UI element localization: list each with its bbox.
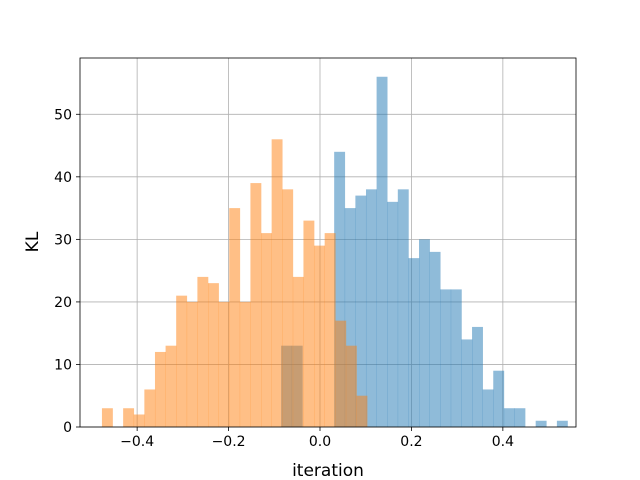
histogram-bar-series-2 [208,283,219,427]
histogram-bar-series-2 [123,408,135,427]
histogram-bar-series-2 [356,395,368,427]
histogram-bar-series-1 [493,370,505,427]
histogram-bar-series-2 [324,233,336,427]
histogram-bar-series-2 [144,389,156,427]
y-tick-label: 30 [54,232,72,248]
y-tick-label: 10 [54,357,72,373]
histogram-bar-series-1 [482,389,494,427]
histogram-bar-series-2 [282,189,294,427]
histogram-bar-series-2 [218,301,230,427]
histogram-bar-series-1 [344,208,356,427]
histogram-bar-series-2 [186,301,198,427]
histogram-bar-series-2 [154,351,166,427]
histogram-bar-series-1 [556,420,568,427]
histogram-bar-series-2 [197,276,209,427]
grid-lines [80,58,576,428]
histogram-bar-series-2 [176,295,188,427]
x-tick-label: 0.4 [492,434,514,450]
plot-frame [79,57,577,428]
bars [101,76,568,428]
histogram-bar-series-1 [365,189,377,427]
histogram-bar-series-1 [334,151,346,428]
y-axis-label: KL [23,231,43,252]
histogram-bar-series-2 [239,301,251,427]
histogram-bar-series-2 [314,245,325,427]
histogram-bar-series-1 [387,201,399,427]
y-tick-label: 0 [63,420,72,436]
x-axis-label: iteration [292,461,364,480]
histogram-bar-series-1 [461,339,473,427]
histogram-bar-series-1 [535,420,547,427]
axis-ticks: −0.4 −0.2 0.0 0.2 0.4 0 10 20 30 40 50 [54,107,514,450]
histogram-bar-series-2 [345,345,357,427]
histogram-bar-series-2 [250,183,262,427]
x-tick-label: −0.2 [212,434,246,450]
histogram-bar-series-1 [419,239,430,427]
histogram-bar-series-2 [271,139,283,427]
histogram-bar-series-1 [440,289,452,427]
histogram-bar-series-2 [101,408,113,427]
histogram-bar-series-2 [261,233,272,427]
y-tick-label: 40 [54,170,72,186]
histogram-bar-series-2 [229,208,241,427]
histogram-bar-series-1 [376,76,388,428]
histogram-bar-series-1 [514,408,526,427]
y-tick-label: 50 [54,107,72,123]
x-tick-label: −0.4 [120,434,154,450]
histogram-bar-series-2 [165,345,177,427]
histogram-bar-series-1 [397,189,409,427]
histogram-bar-series-1 [472,326,483,427]
histogram-bar-series-2 [303,220,315,427]
y-tick-label: 20 [54,295,72,311]
histogram-bar-series-1 [408,258,420,427]
histogram-bar-series-2 [292,276,304,427]
histogram-bar-series-1 [355,195,367,427]
histogram-bar-series-2 [133,414,145,427]
histogram-bar-series-1 [429,251,441,427]
histogram-bar-series-1 [450,289,462,427]
histogram-bar-series-1 [503,408,515,427]
x-tick-label: 0.0 [309,434,331,450]
histogram-bar-series-2 [335,320,347,427]
x-tick-label: 0.2 [400,434,422,450]
